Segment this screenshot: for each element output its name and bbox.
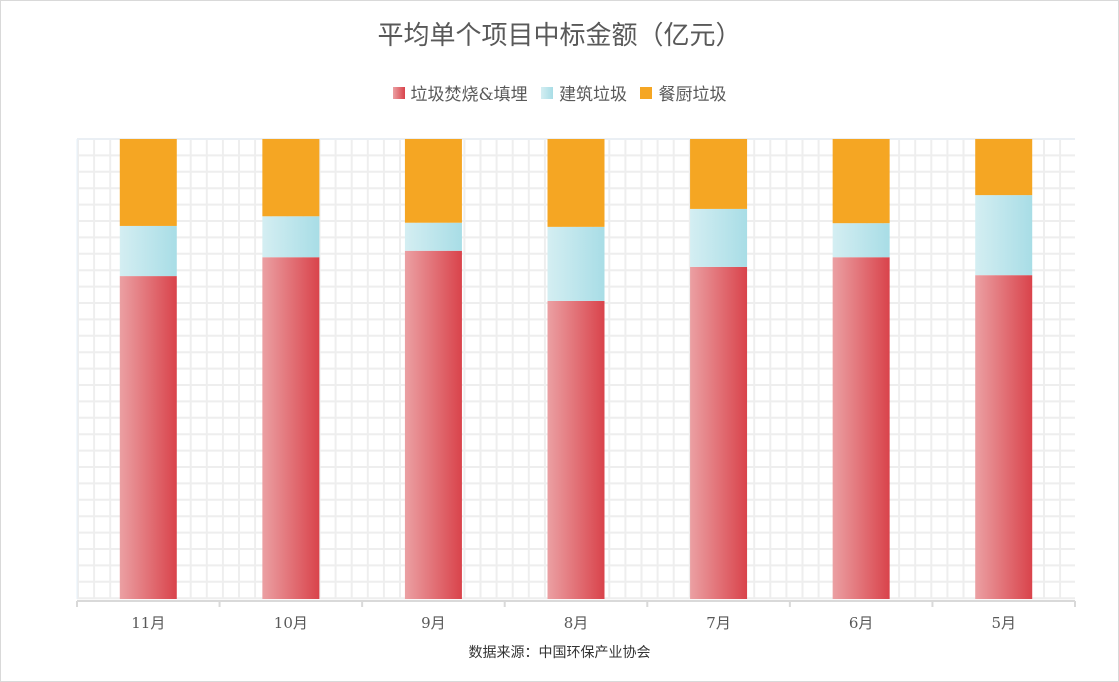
bar-segment-11月-2 xyxy=(119,139,177,226)
legend-label: 建筑垃圾 xyxy=(559,85,628,105)
x-tick-label: 10月 xyxy=(274,614,308,632)
bar-segment-10月-1 xyxy=(262,216,320,258)
bar-segment-9月-2 xyxy=(404,139,462,223)
bar-segment-9月-0 xyxy=(404,250,462,599)
bar-segment-5月-0 xyxy=(975,275,1033,599)
legend-item-incineration: 垃圾焚烧&填埋 xyxy=(392,80,528,105)
legend: 垃圾焚烧&填埋 建筑垃圾 餐厨垃圾 xyxy=(1,80,1118,105)
x-tick-label: 8月 xyxy=(564,614,589,632)
bar-segment-7月-1 xyxy=(690,208,748,267)
x-tick-label: 9月 xyxy=(421,614,446,632)
chart-title: 平均单个项目中标金额（亿元） xyxy=(377,21,742,51)
bar-segment-6月-0 xyxy=(832,257,890,599)
legend-item-construction: 建筑垃圾 xyxy=(541,80,627,105)
bar-segment-8月-2 xyxy=(547,139,605,227)
bar-segment-9月-1 xyxy=(404,222,462,251)
source-note: 数据来源：中国环保产业协会 xyxy=(468,645,651,661)
x-tick-label: 7月 xyxy=(706,614,731,632)
legend-label: 餐厨垃圾 xyxy=(658,85,727,105)
bar-segment-11月-1 xyxy=(119,225,177,277)
bar-segment-8月-1 xyxy=(547,226,605,301)
bar-segment-10月-2 xyxy=(262,139,320,217)
bar-segment-7月-0 xyxy=(690,266,748,599)
bar-segment-8月-0 xyxy=(547,300,605,599)
bar-segment-5月-1 xyxy=(975,195,1033,276)
bar-segment-7月-2 xyxy=(690,139,748,209)
bar-segment-10月-0 xyxy=(262,257,320,599)
bar-segment-11月-0 xyxy=(119,276,177,599)
bar-segment-6月-2 xyxy=(832,139,890,224)
legend-label: 垃圾焚烧&填埋 xyxy=(410,85,528,105)
x-tick-label: 6月 xyxy=(849,614,874,632)
bar-segment-6月-1 xyxy=(832,223,890,258)
x-tick-label: 11月 xyxy=(131,614,165,632)
x-tick-label: 5月 xyxy=(991,614,1016,632)
legend-item-kitchen: 餐厨垃圾 xyxy=(640,80,726,105)
bar-segment-5月-2 xyxy=(975,139,1033,196)
